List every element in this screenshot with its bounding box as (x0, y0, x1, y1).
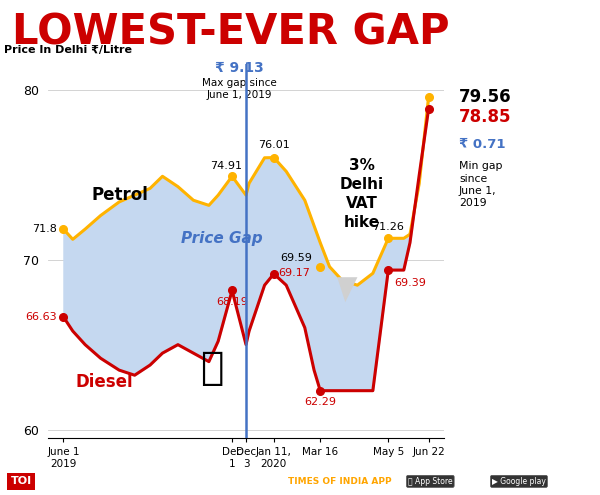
Text: Min gap
since
June 1,
2019: Min gap since June 1, 2019 (459, 161, 503, 208)
Text: 66.63: 66.63 (26, 312, 57, 322)
Text: 71.8: 71.8 (32, 224, 57, 234)
Text: 3%
Delhi
VAT
hike: 3% Delhi VAT hike (340, 158, 383, 230)
Text: 76.01: 76.01 (258, 140, 290, 150)
Text: 68.19: 68.19 (216, 297, 248, 307)
Text: 79.56: 79.56 (459, 88, 512, 106)
Text: ⭐ App Store: ⭐ App Store (408, 477, 452, 486)
Text: TOI: TOI (11, 476, 32, 487)
Text: Price Gap: Price Gap (181, 231, 263, 246)
Text: 78.85: 78.85 (459, 108, 511, 126)
FancyBboxPatch shape (0, 0, 600, 59)
Text: Petrol: Petrol (91, 186, 148, 204)
Text: 71.26: 71.26 (373, 222, 404, 232)
Text: LOWEST-EVER GAP: LOWEST-EVER GAP (12, 12, 449, 53)
Text: 69.39: 69.39 (395, 278, 427, 289)
Text: Diesel: Diesel (76, 373, 133, 391)
Text: 74.91: 74.91 (210, 160, 242, 170)
Text: FOR MORE INFOGRAPHICS DOWNLOAD: FOR MORE INFOGRAPHICS DOWNLOAD (57, 477, 235, 486)
Text: ⛽: ⛽ (200, 349, 224, 387)
Text: 62.29: 62.29 (304, 397, 336, 407)
Text: Price In Delhi ₹/Litre: Price In Delhi ₹/Litre (4, 45, 133, 55)
Text: ₹ 0.71: ₹ 0.71 (459, 138, 505, 150)
Text: ▶ Google play: ▶ Google play (492, 477, 546, 486)
Text: June 1, 2019: June 1, 2019 (207, 90, 272, 100)
Text: TIMES OF INDIA APP: TIMES OF INDIA APP (288, 477, 392, 486)
Text: ₹ 9.13: ₹ 9.13 (215, 60, 264, 75)
Polygon shape (337, 277, 358, 302)
Text: 69.17: 69.17 (278, 268, 310, 278)
Text: Max gap since: Max gap since (202, 78, 277, 88)
Text: 69.59: 69.59 (281, 253, 313, 263)
